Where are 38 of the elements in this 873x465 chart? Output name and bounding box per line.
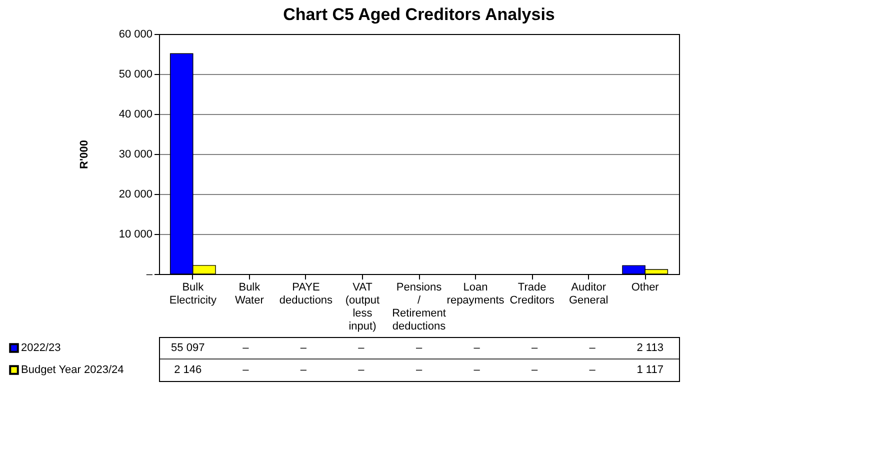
x-tick-label: Trade Creditors xyxy=(510,282,555,306)
data-label: – xyxy=(589,342,596,354)
y-tick-label: 50 000 xyxy=(118,68,152,80)
y-tick-label: 60 000 xyxy=(118,28,152,40)
x-tick-label: Bulk Electricity xyxy=(169,282,217,306)
data-label: – xyxy=(300,342,308,354)
data-label: – xyxy=(242,364,250,376)
data-label: – xyxy=(531,342,538,354)
x-tick-label: Pensions / Retirement deductions xyxy=(392,282,446,332)
y-tick-label: – xyxy=(146,268,154,280)
x-tick-label: Loan repayments xyxy=(446,282,505,306)
y-tick-label: 20 000 xyxy=(118,188,152,200)
x-tick-label: PAYE deductions xyxy=(279,282,334,306)
data-label: – xyxy=(474,342,481,354)
data-label: – xyxy=(416,342,423,354)
data-label: – xyxy=(531,364,538,376)
y-tick-label: 40 000 xyxy=(118,108,152,120)
data-label: – xyxy=(358,364,366,376)
data-label: – xyxy=(300,364,308,376)
data-label: 55 097 xyxy=(171,342,205,354)
data-label: – xyxy=(358,342,366,354)
y-axis-title: R'000 xyxy=(78,140,90,169)
data-label: – xyxy=(242,342,250,354)
y-tick-label: 10 000 xyxy=(118,228,152,240)
x-tick-label: Other xyxy=(631,282,660,294)
legend-label: Budget Year 2023/24 xyxy=(21,364,124,376)
data-label: 1 117 xyxy=(636,364,664,376)
data-label: 2 146 xyxy=(174,364,202,376)
x-tick-label: VAT (output less input) xyxy=(345,282,380,332)
data-label: – xyxy=(474,364,481,376)
legend-label: 2022/23 xyxy=(21,342,61,354)
data-label: 2 113 xyxy=(636,342,664,354)
data-label: – xyxy=(589,364,596,376)
y-tick-label: 30 000 xyxy=(118,148,152,160)
x-tick-label: Bulk Water xyxy=(234,282,264,306)
x-tick-label: Auditor General xyxy=(568,282,608,306)
chart-title: Chart C5 Aged Creditors Analysis xyxy=(283,5,555,24)
data-label: – xyxy=(416,364,423,376)
